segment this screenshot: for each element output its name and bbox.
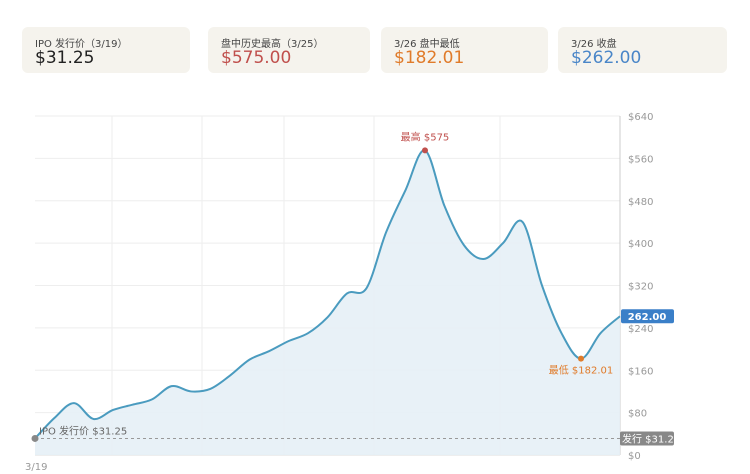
stat-card: 3/26 收盘 $262.00: [558, 27, 727, 73]
y-tick-label: $160: [628, 366, 653, 377]
area-fill: [35, 150, 620, 455]
stat-value: $575.00: [221, 48, 292, 68]
y-tick-label: $560: [628, 154, 653, 165]
stat-card: IPO 发行价（3/19） $31.25: [22, 27, 190, 73]
stat-value: $182.01: [394, 48, 465, 68]
stat-label: 3/26 收盘: [571, 39, 617, 50]
y-tick-label: $480: [628, 197, 653, 208]
y-tick-label: $640: [628, 112, 653, 123]
ipo-tag-text: 发行 $31.25: [622, 432, 680, 445]
last-price-tag: [621, 309, 674, 324]
ipo-label: IPO 发行价 $31.25: [39, 424, 127, 437]
stat-card: 3/26 盘中最低 $182.01: [381, 27, 548, 73]
stat-value: $31.25: [35, 48, 95, 68]
y-tick-label: $240: [628, 324, 653, 335]
high-label: 最高 $575: [401, 130, 450, 143]
stat-label: IPO 发行价（3/19）: [35, 39, 128, 50]
stat-label: 盘中历史最高（3/25）: [221, 39, 324, 50]
ipo-tag: [620, 431, 674, 446]
y-tick-label: $0: [628, 451, 641, 462]
x-tick-label: 3/19: [25, 462, 47, 473]
high-marker: [422, 147, 428, 154]
stat-label: 3/26 盘中最低: [394, 39, 460, 50]
y-tick-label: $80: [628, 409, 647, 420]
y-tick-label: $320: [628, 282, 653, 293]
last-price-tag-text: 262.00: [628, 312, 667, 323]
low-marker: [578, 355, 584, 362]
low-label: 最低 $182.01: [549, 364, 614, 377]
y-tick-label: $400: [628, 239, 653, 250]
stat-card: 盘中历史最高（3/25） $575.00: [208, 27, 370, 73]
ipo-marker: [31, 434, 39, 442]
price-line: [34, 149, 621, 440]
stat-value: $262.00: [571, 48, 642, 68]
